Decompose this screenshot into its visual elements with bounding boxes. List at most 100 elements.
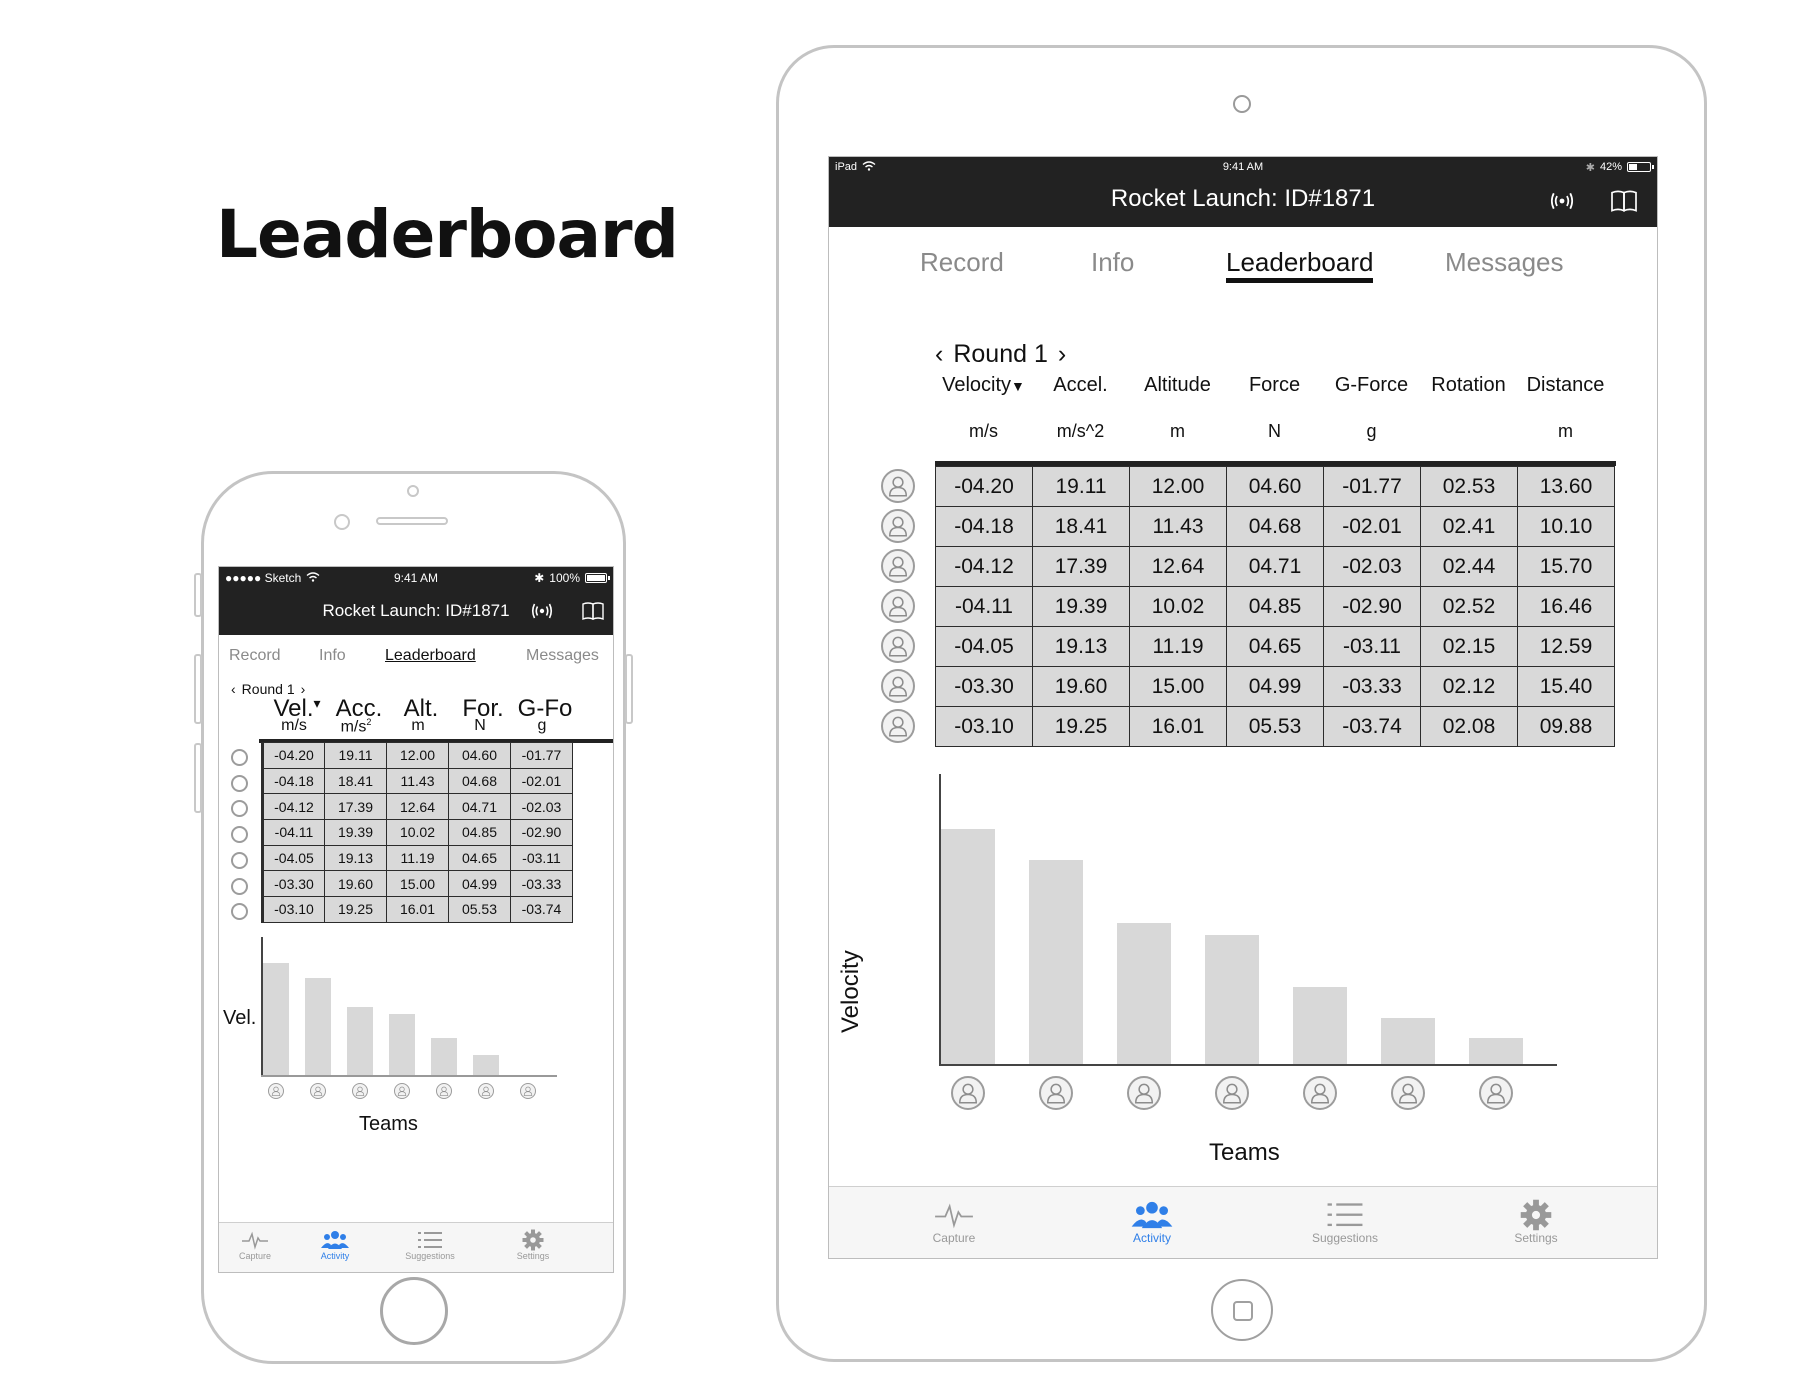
tab-messages[interactable]: Messages [526,647,599,664]
table-row[interactable]: -03.30 19.60 15.00 04.99 -03.33 02.12 15.40 [935,666,1615,707]
book-icon[interactable] [581,601,605,626]
column-header[interactable]: Accel. [1026,374,1135,397]
table-cell: 11.43 [386,767,449,795]
table-row[interactable]: -04.05 19.13 11.19 04.65 -03.11 02.15 12.59 [935,626,1615,667]
column-header[interactable]: G-Fo [511,695,579,723]
chart-bar[interactable] [941,828,995,1064]
team-radio-button[interactable] [231,800,248,818]
next-round-icon[interactable]: › [300,681,306,697]
broadcast-icon[interactable] [1549,190,1575,217]
column-header[interactable]: Altitude [1123,374,1232,397]
chart-bar[interactable] [1205,934,1259,1064]
team-radio-button[interactable] [231,903,248,921]
team-avatar-icon[interactable] [1127,1076,1161,1110]
phone-home-button[interactable] [380,1277,448,1345]
column-header[interactable]: For. [449,695,517,723]
table-row[interactable]: -04.20 19.11 12.00 04.60 -01.77 [261,742,573,769]
team-avatar-icon[interactable] [520,1083,536,1099]
chart-bar[interactable] [473,1054,499,1075]
team-radio-button[interactable] [231,877,248,895]
book-icon[interactable] [1609,189,1639,218]
team-avatar-icon[interactable] [951,1076,985,1110]
table-row[interactable]: -04.18 18.41 11.43 04.68 -02.01 [261,767,573,795]
table-row[interactable]: -03.10 19.25 16.01 05.53 -03.74 02.08 09.88 [935,706,1615,747]
team-avatar-icon[interactable] [1391,1076,1425,1110]
bottom-tab-suggestions[interactable]: Suggestions [1295,1199,1395,1245]
chart-bar[interactable] [1117,923,1171,1064]
tablet-status-time: 9:41 AM [1222,161,1264,173]
column-header[interactable]: Rotation [1414,374,1523,397]
table-cell: 04.68 [448,767,511,795]
team-avatar-icon[interactable] [352,1083,368,1099]
chart-bar[interactable] [431,1038,457,1075]
bottom-tab-suggestions[interactable]: Suggestions [395,1229,465,1261]
bottom-tab-settings[interactable]: Settings [503,1229,563,1261]
table-row[interactable]: -03.10 19.25 16.01 05.53 -03.74 [261,896,573,923]
table-row[interactable]: -04.11 19.39 10.02 04.85 -02.90 [261,819,573,846]
chart-bar[interactable] [1469,1038,1523,1064]
next-round-icon[interactable]: › [1057,340,1067,368]
team-avatar-icon[interactable] [881,709,915,743]
table-row[interactable]: -04.18 18.41 11.43 04.68 -02.01 02.41 10.10 [935,506,1615,547]
team-avatar-icon[interactable] [310,1083,326,1099]
column-header[interactable]: Distance [1511,374,1620,397]
bottom-tab-capture[interactable]: Capture [909,1199,999,1245]
column-header[interactable]: Velocity▼ [929,374,1038,397]
team-avatar-icon[interactable] [1215,1076,1249,1110]
prev-round-icon[interactable]: ‹ [935,340,944,368]
table-row[interactable]: -04.05 19.13 11.19 04.65 -03.11 [261,844,573,872]
team-avatar-icon[interactable] [268,1083,284,1099]
table-row[interactable]: -04.11 19.39 10.02 04.85 -02.90 02.52 16.46 [935,586,1615,627]
tab-record[interactable]: Record [920,247,1004,277]
team-avatar-icon[interactable] [1303,1076,1337,1110]
team-avatar-icon[interactable] [881,549,915,583]
team-avatar-icon[interactable] [881,469,915,503]
chart-bar[interactable] [263,963,289,1075]
tab-info[interactable]: Info [319,647,346,664]
team-avatar-icon[interactable] [881,669,915,703]
team-avatar-icon[interactable] [478,1083,494,1099]
column-header[interactable]: Alt. [387,695,455,723]
team-radio-button[interactable] [231,749,248,766]
tab-leaderboard[interactable]: Leaderboard [1226,247,1374,283]
team-radio-button[interactable] [231,826,248,844]
team-radio-button[interactable] [231,851,248,869]
team-avatar-icon[interactable] [1039,1076,1073,1110]
team-avatar-icon[interactable] [1479,1076,1513,1110]
team-avatar-icon[interactable] [436,1083,452,1099]
column-header[interactable]: Acc. [325,695,393,723]
sort-indicator-icon[interactable]: ▼ [1011,378,1025,394]
broadcast-icon[interactable] [531,601,553,626]
bottom-tab-activity[interactable]: Activity [307,1229,363,1261]
tab-record[interactable]: Record [229,647,281,664]
team-radio-button[interactable] [231,774,248,792]
chart-bar[interactable] [305,978,331,1075]
chart-bar[interactable] [347,1007,373,1075]
prev-round-icon[interactable]: ‹ [231,681,236,697]
tab-leaderboard[interactable]: Leaderboard [385,647,476,664]
tablet-home-button[interactable] [1211,1279,1273,1341]
chart-bar[interactable] [1029,860,1083,1064]
column-header[interactable]: G-Force [1317,374,1426,397]
tab-info[interactable]: Info [1091,247,1135,277]
column-unit: m/s^2 [1056,421,1105,441]
chart-bar[interactable] [1381,1018,1435,1064]
table-row[interactable]: -03.30 19.60 15.00 04.99 -03.33 [261,870,573,898]
team-avatar-icon[interactable] [881,629,915,663]
team-avatar-icon[interactable] [394,1083,410,1099]
sort-indicator-icon[interactable]: ▾ [313,695,321,711]
team-avatar-icon[interactable] [881,509,915,543]
chart-bar[interactable] [389,1013,415,1075]
team-avatar-icon[interactable] [881,589,915,623]
table-cell: 12.00 [1129,466,1227,507]
chart-bar[interactable] [1293,986,1347,1064]
table-row[interactable]: -04.20 19.11 12.00 04.60 -01.77 02.53 13.60 [935,466,1615,507]
column-header[interactable]: Vel.▾ [263,695,331,723]
bottom-tab-settings[interactable]: Settings [1491,1199,1581,1245]
bottom-tab-capture[interactable]: Capture [227,1229,283,1261]
bottom-tab-activity[interactable]: Activity [1107,1199,1197,1245]
table-row[interactable]: -04.12 17.39 12.64 04.71 -02.03 [261,793,573,821]
table-row[interactable]: -04.12 17.39 12.64 04.71 -02.03 02.44 15.70 [935,546,1615,587]
column-header[interactable]: Force [1220,374,1329,397]
tab-messages[interactable]: Messages [1445,247,1564,277]
